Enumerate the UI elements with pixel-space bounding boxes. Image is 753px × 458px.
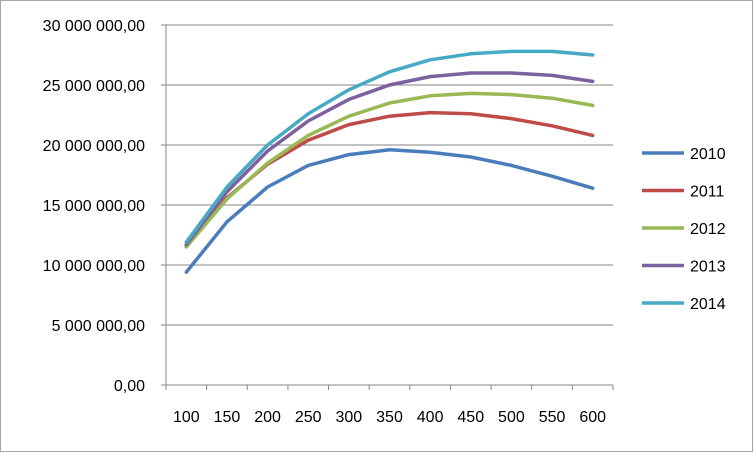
- x-tick-label: 150: [214, 409, 241, 426]
- y-tick-label: 0,00: [114, 378, 145, 395]
- legend-label: 2012: [690, 221, 726, 238]
- y-axis-tick-labels: 0,00 5 000 000,00 10 000 000,00 15 000 000,…: [43, 18, 145, 395]
- x-tick-label: 550: [539, 409, 566, 426]
- series-line-2012: [184, 91, 595, 249]
- x-tick-label: 100: [173, 409, 200, 426]
- x-axis-tick-labels: 100 150 200 250 300 350 400 450 500 550 600: [173, 409, 606, 426]
- x-tick-label: 450: [457, 409, 484, 426]
- series-line-2014: [184, 49, 595, 244]
- y-tick-label: 5 000 000,00: [52, 318, 146, 335]
- x-tick-label: 200: [254, 409, 281, 426]
- y-tick-label: 15 000 000,00: [43, 198, 145, 215]
- x-tick-label: 400: [417, 409, 444, 426]
- legend-label: 2010: [690, 146, 726, 163]
- series-line-2013: [184, 71, 595, 247]
- series-lines: [184, 49, 595, 274]
- x-tick-label: 300: [336, 409, 363, 426]
- y-tick-label: 10 000 000,00: [43, 258, 145, 275]
- y-tick-label: 30 000 000,00: [43, 18, 145, 35]
- x-tick-label: 350: [376, 409, 403, 426]
- x-tick-label: 250: [295, 409, 322, 426]
- axes: [161, 24, 614, 390]
- series-line-2010: [184, 148, 595, 274]
- legend: 2010 2011 2012 2013 2014: [642, 146, 726, 313]
- legend-label: 2013: [690, 259, 726, 276]
- y-tick-label: 25 000 000,00: [43, 78, 145, 95]
- y-tick-label: 20 000 000,00: [43, 138, 145, 155]
- legend-label: 2011: [690, 184, 725, 201]
- legend-label: 2014: [690, 296, 726, 313]
- x-tick-label: 600: [579, 409, 606, 426]
- x-tick-label: 500: [498, 409, 525, 426]
